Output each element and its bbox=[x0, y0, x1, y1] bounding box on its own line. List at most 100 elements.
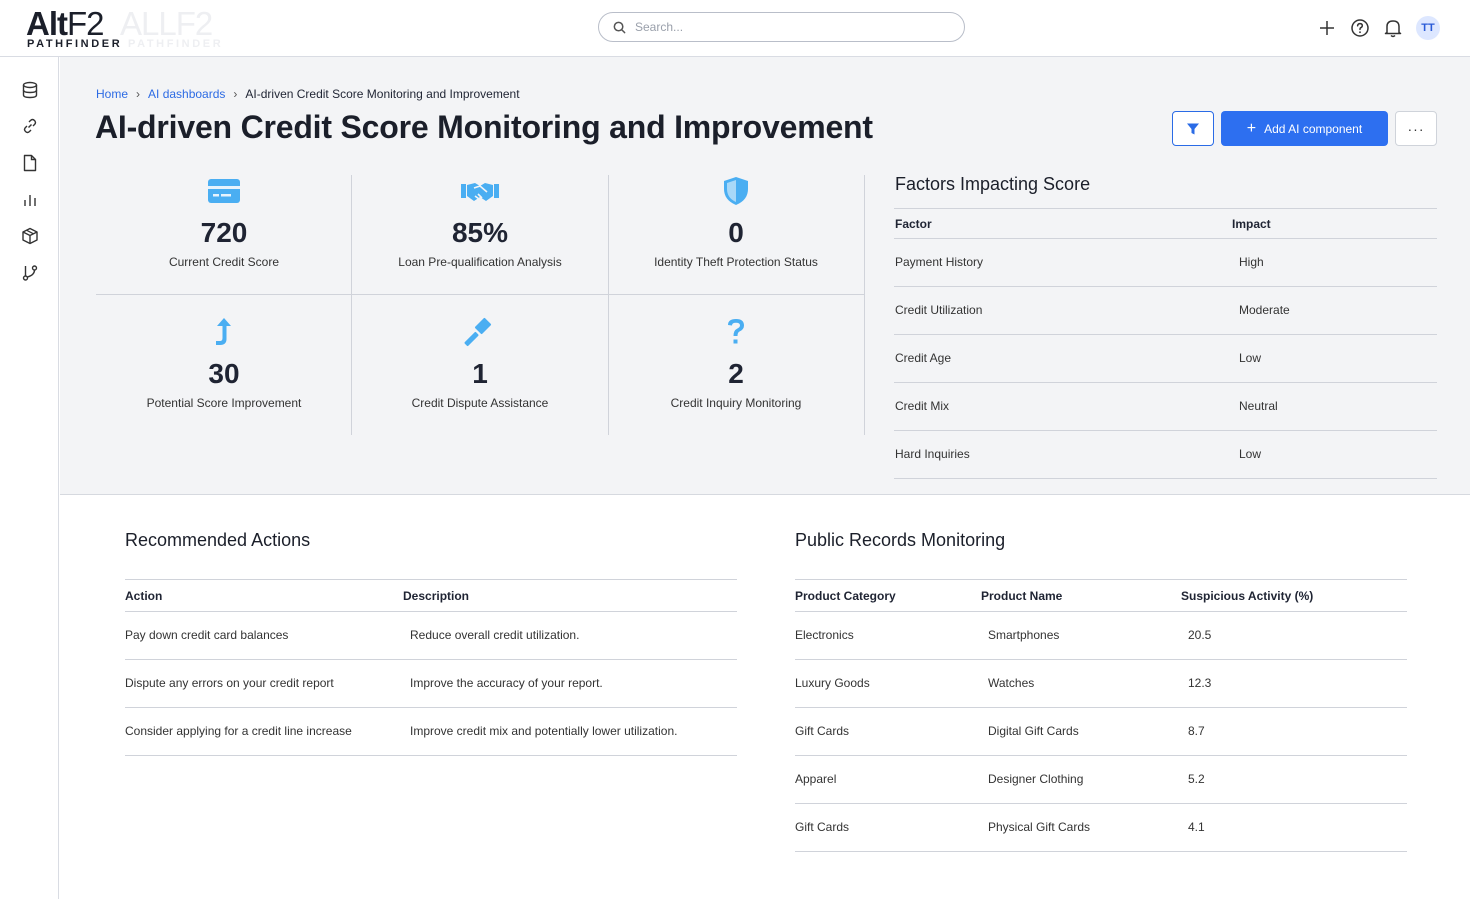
table-cell: Smartphones bbox=[988, 628, 1060, 642]
table-cell: Consider applying for a credit line incr… bbox=[125, 724, 352, 738]
table-cell: Credit Utilization bbox=[895, 303, 983, 317]
dashboard-header-region: Home › AI dashboards › AI-driven Credit … bbox=[60, 57, 1470, 495]
table-cell: Pay down credit card balances bbox=[125, 628, 289, 642]
divider bbox=[864, 175, 865, 435]
app-logo[interactable]: ALLF2 PATHFINDER AltF2 PATHFINDER bbox=[26, 5, 226, 51]
table-row: Apparel Designer Clothing 5.2 bbox=[795, 756, 1407, 804]
help-icon[interactable] bbox=[1348, 16, 1372, 40]
kpi-label: Potential Score Improvement bbox=[146, 396, 302, 410]
table-cell: Digital Gift Cards bbox=[988, 724, 1079, 738]
section-title: Public Records Monitoring bbox=[795, 530, 1006, 550]
table-cell: Luxury Goods bbox=[795, 676, 870, 690]
link-icon[interactable] bbox=[19, 115, 41, 137]
table-cell: Credit Mix bbox=[895, 399, 950, 413]
bar-chart-icon[interactable] bbox=[19, 189, 41, 211]
table-cell: Designer Clothing bbox=[988, 772, 1084, 786]
table-row: Hard Inquiries Low bbox=[894, 431, 1437, 479]
table-row: Consider applying for a credit line incr… bbox=[125, 708, 737, 756]
breadcrumb-home[interactable]: Home bbox=[96, 87, 129, 101]
top-bar: ALLF2 PATHFINDER AltF2 PATHFINDER TT bbox=[0, 0, 1470, 57]
breadcrumb: Home › AI dashboards › AI-driven Credit … bbox=[96, 87, 520, 101]
kpi-label: Current Credit Score bbox=[168, 255, 280, 269]
divider bbox=[608, 175, 609, 435]
page-title: AI-driven Credit Score Monitoring and Im… bbox=[95, 109, 873, 145]
table-row: Gift Cards Physical Gift Cards 4.1 bbox=[795, 804, 1407, 852]
sidebar bbox=[0, 57, 59, 899]
section-title: Factors Impacting Score bbox=[895, 174, 1091, 194]
git-branch-icon[interactable] bbox=[19, 262, 41, 284]
kpi-card: 720 Current Credit Score bbox=[96, 175, 352, 305]
gavel-icon bbox=[460, 316, 500, 348]
table-row: Credit Utilization Moderate bbox=[894, 287, 1437, 335]
filter-icon bbox=[1187, 123, 1199, 134]
shield-icon bbox=[716, 175, 756, 207]
divider bbox=[351, 175, 352, 435]
chevron-right-icon: › bbox=[136, 87, 141, 101]
table-cell: Credit Age bbox=[895, 351, 952, 365]
search-input[interactable] bbox=[635, 17, 955, 37]
kpi-value: 85% bbox=[451, 217, 509, 248]
table-cell: Improve the accuracy of your report. bbox=[410, 676, 603, 690]
table-cell: Physical Gift Cards bbox=[988, 820, 1091, 834]
section-title: Recommended Actions bbox=[125, 530, 311, 550]
table-cell: Payment History bbox=[895, 255, 984, 269]
table-cell: Low bbox=[1239, 351, 1262, 365]
table-cell: Gift Cards bbox=[795, 724, 850, 738]
table-cell: 8.7 bbox=[1188, 724, 1205, 738]
kpi-label: Credit Inquiry Monitoring bbox=[670, 396, 802, 410]
table-header: Factor Impact bbox=[894, 208, 1437, 239]
plus-icon: + bbox=[1246, 119, 1257, 137]
column-header: Action bbox=[125, 589, 163, 603]
public-records-table: Product Category Product Name Suspicious… bbox=[795, 579, 1407, 852]
table-row: Luxury Goods Watches 12.3 bbox=[795, 660, 1407, 708]
avatar[interactable]: TT bbox=[1416, 16, 1440, 40]
column-header: Factor bbox=[895, 217, 932, 231]
table-cell: Dispute any errors on your credit report bbox=[125, 676, 334, 690]
table-row: Credit Age Low bbox=[894, 335, 1437, 383]
column-header: Suspicious Activity (%) bbox=[1181, 589, 1314, 603]
kpi-value: 30 bbox=[208, 358, 240, 389]
table-row: Pay down credit card balances Reduce ove… bbox=[125, 612, 737, 660]
table-header: Action Description bbox=[125, 579, 737, 612]
logo-ghost-sub: PATHFINDER bbox=[128, 38, 224, 50]
table-row: Payment History High bbox=[894, 239, 1437, 287]
search-box[interactable] bbox=[598, 12, 965, 42]
handshake-icon bbox=[460, 175, 500, 207]
filter-button[interactable] bbox=[1172, 111, 1214, 146]
kpi-card: 0 Identity Theft Protection Status bbox=[608, 175, 864, 305]
breadcrumb-current: AI-driven Credit Score Monitoring and Im… bbox=[245, 87, 520, 101]
kpi-value: 0 bbox=[728, 217, 744, 248]
table-cell: Electronics bbox=[795, 628, 854, 642]
table-cell: Gift Cards bbox=[795, 820, 850, 834]
table-row: Gift Cards Digital Gift Cards 8.7 bbox=[795, 708, 1407, 756]
kpi-grid: 720 Current Credit Score 85% Loan Pre-qu… bbox=[96, 175, 865, 435]
table-cell: Watches bbox=[988, 676, 1035, 690]
table-cell: 4.1 bbox=[1188, 820, 1205, 834]
plus-icon[interactable] bbox=[1315, 16, 1339, 40]
factors-table: Factor Impact Payment History High Credi… bbox=[894, 208, 1437, 479]
kpi-card: 85% Loan Pre-qualification Analysis bbox=[352, 175, 608, 305]
table-row: Credit Mix Neutral bbox=[894, 383, 1437, 431]
table-cell: 12.3 bbox=[1188, 676, 1212, 690]
arrow-up-icon bbox=[204, 316, 244, 348]
breadcrumb-ai-dashboards[interactable]: AI dashboards bbox=[148, 87, 226, 101]
file-icon[interactable] bbox=[19, 152, 41, 174]
recommended-actions-table: Action Description Pay down credit card … bbox=[125, 579, 737, 756]
box-icon[interactable] bbox=[19, 225, 41, 247]
divider bbox=[96, 294, 864, 295]
table-cell: Neutral bbox=[1239, 399, 1278, 413]
logo-ghost: ALLF2 bbox=[120, 5, 213, 42]
database-icon[interactable] bbox=[19, 79, 41, 101]
column-header: Product Category bbox=[795, 589, 896, 603]
bell-icon[interactable] bbox=[1381, 16, 1405, 40]
top-actions: TT bbox=[1306, 15, 1440, 41]
table-cell: Low bbox=[1239, 447, 1262, 461]
table-cell: High bbox=[1239, 255, 1264, 269]
add-ai-component-button[interactable]: + Add AI component bbox=[1221, 111, 1388, 146]
more-options-button[interactable]: ··· bbox=[1395, 111, 1437, 146]
kpi-value: 720 bbox=[200, 217, 248, 248]
kpi-value: 1 bbox=[472, 358, 488, 389]
table-cell: Improve credit mix and potentially lower… bbox=[410, 724, 678, 738]
add-ai-component-label: Add AI component bbox=[1264, 121, 1363, 136]
kpi-card: 2 Credit Inquiry Monitoring bbox=[608, 316, 864, 446]
